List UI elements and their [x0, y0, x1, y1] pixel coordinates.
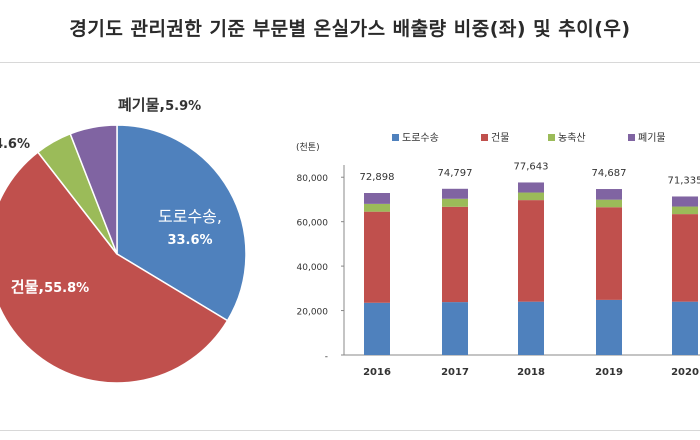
bar-segment-2016-1	[364, 302, 390, 355]
bottom-divider	[0, 430, 700, 431]
pie-label-1: 도로수송,	[158, 207, 222, 226]
legend-swatch-1	[392, 134, 399, 141]
y-tick-label: 80,000	[297, 174, 329, 184]
pie-slice-4	[69, 124, 118, 255]
bar-segment-2019-1	[596, 299, 622, 355]
x-tick-label: 2017	[441, 367, 469, 378]
x-tick-label: 2018	[517, 367, 545, 378]
legend-label-1: 도로수송	[402, 132, 439, 144]
bar-segment-2018-3	[518, 192, 544, 201]
bar-segment-2017-3	[442, 198, 468, 207]
x-tick-label: 2019	[595, 367, 623, 378]
legend-swatch-4	[628, 134, 635, 141]
bar-segment-2017-2	[442, 206, 468, 303]
pie-slice-2	[0, 151, 229, 384]
pie-label-3: 농축산,4.6%	[0, 134, 30, 152]
bar-segment-2019-2	[596, 207, 622, 300]
legend-label-3: 농축산	[558, 132, 586, 144]
pie-slice-1	[116, 124, 247, 322]
legend-swatch-3	[548, 134, 555, 141]
bar-total-label: 74,797	[438, 168, 473, 179]
bar-total-label: 72,898	[360, 172, 395, 183]
bar-segment-2020-4	[672, 196, 698, 207]
bar-segment-2019-4	[596, 189, 622, 200]
legend-swatch-2	[481, 134, 488, 141]
bar-segment-2020-3	[672, 206, 698, 215]
title-divider	[0, 62, 700, 63]
bar-segment-2017-1	[442, 302, 468, 355]
y-tick-label: 60,000	[297, 219, 329, 229]
bar-segment-2016-3	[364, 203, 390, 212]
bar-total-label: 71,335	[668, 175, 700, 186]
pie-label-4: 폐기물,5.9%	[118, 96, 201, 114]
legend-label-2: 건물	[491, 132, 509, 144]
bar-segment-2018-2	[518, 200, 544, 302]
bar-total-label: 77,643	[514, 161, 549, 172]
bar-segment-2020-1	[672, 301, 698, 355]
y-tick-label: 20,000	[297, 308, 329, 318]
bar-total-label: 74,687	[592, 168, 627, 179]
bar-segment-2019-3	[596, 199, 622, 208]
y-unit-label: (천톤)	[296, 142, 320, 153]
bar-segment-2016-4	[364, 193, 390, 204]
bar-segment-2017-4	[442, 188, 468, 199]
y-tick-label: 40,000	[297, 263, 329, 273]
page-title: 경기도 관리권한 기준 부문별 온실가스 배출량 비중(좌) 및 추이(우)	[69, 18, 631, 40]
x-tick-label: 2020	[671, 367, 699, 378]
pie-pct-label-1: 33.6%	[167, 233, 212, 248]
bar-segment-2018-1	[518, 301, 544, 355]
legend-label-4: 폐기물	[638, 132, 666, 144]
y-tick-label: -	[325, 352, 328, 362]
bar-segment-2018-4	[518, 182, 544, 193]
bar-segment-2020-2	[672, 214, 698, 302]
x-tick-label: 2016	[363, 367, 391, 378]
bar-segment-2016-2	[364, 211, 390, 303]
pie-label-2: 건물,55.8%	[11, 278, 89, 296]
